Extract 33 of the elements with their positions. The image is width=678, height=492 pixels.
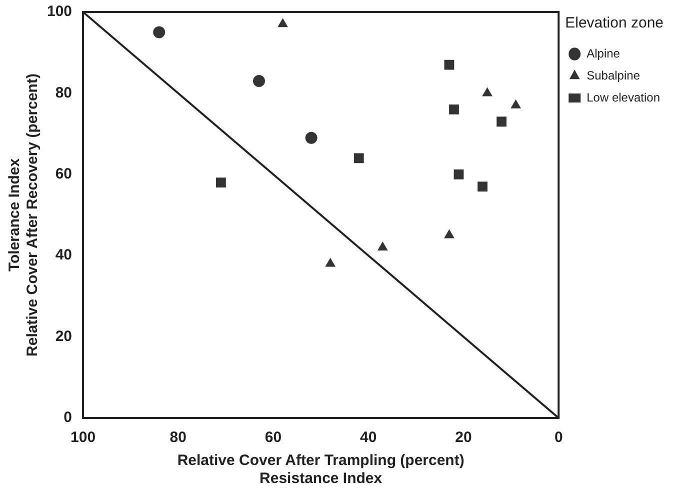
x-axis-title: Relative Cover After Trampling (percent) Resistance Index: [177, 452, 464, 488]
x-tick-label: 100: [70, 429, 96, 446]
point: [153, 26, 166, 38]
point: [377, 241, 388, 250]
y-tick-label: 80: [55, 84, 72, 102]
point: [449, 104, 459, 114]
point: [354, 153, 364, 164]
legend-label: Subalpine: [586, 68, 640, 82]
point: [252, 75, 265, 88]
point: [482, 87, 492, 96]
y-tick-label: 100: [46, 3, 72, 20]
point: [305, 132, 318, 144]
point: [454, 169, 464, 180]
x-tick-label: 80: [170, 429, 186, 446]
point: [496, 116, 506, 127]
point: [444, 60, 454, 70]
x-tick-label: 0: [554, 429, 563, 446]
point: [216, 178, 226, 188]
legend-title: Elevation zone: [565, 14, 664, 32]
y-tick-label: 40: [55, 246, 72, 264]
x-tick-label: 60: [264, 429, 282, 446]
point: [510, 99, 522, 108]
x-tick-label: 40: [360, 429, 377, 446]
y-tick-label: 20: [55, 328, 72, 345]
y-tick-label: 60: [55, 166, 72, 183]
point: [325, 258, 336, 267]
legend-label: Alpine: [586, 46, 620, 60]
point: [444, 229, 454, 238]
x-tick-label: 20: [455, 429, 472, 446]
y-tick-label: 0: [64, 409, 72, 426]
legend-label: Low elevation: [586, 90, 660, 104]
point: [478, 182, 488, 192]
y-axis-title: Tolerance Index Relative Cover After Recovery (percent): [6, 74, 42, 356]
